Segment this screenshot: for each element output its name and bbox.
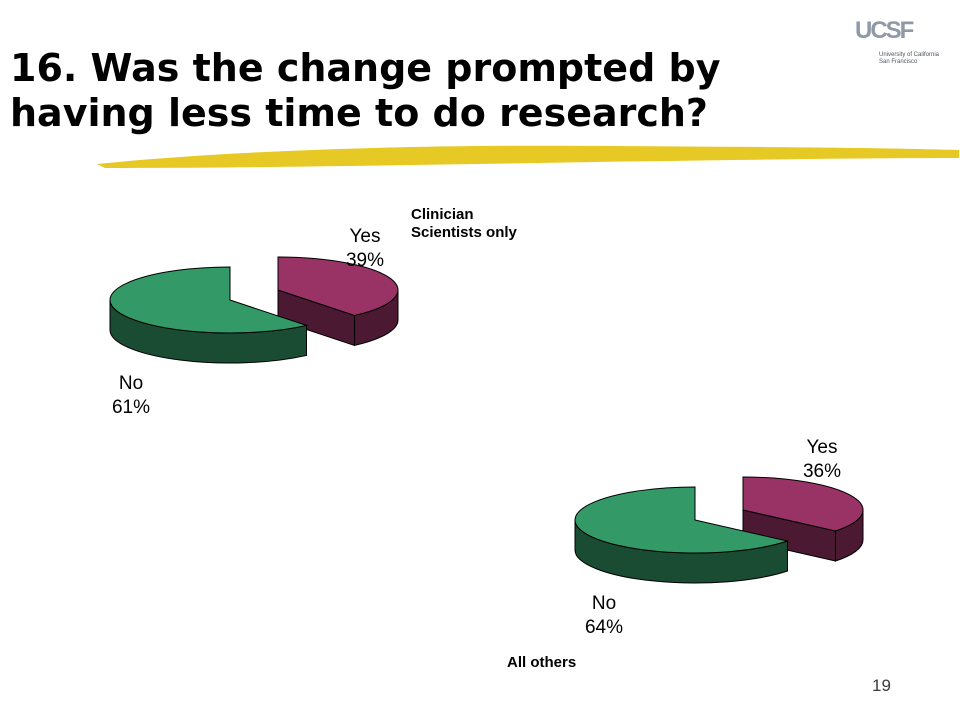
chart-1-note-line-2: Scientists only	[411, 224, 517, 241]
slice-label-no: No	[119, 373, 143, 394]
title-underline-brushstroke	[97, 145, 959, 168]
logo-line-2: San Francisco	[879, 59, 918, 65]
slide-title: 16. Was the change prompted by having le…	[10, 46, 770, 136]
logo-line-1: University of California	[879, 52, 940, 58]
pie-slice-top	[742, 476, 864, 532]
slice-value-yes: 39%	[346, 250, 384, 271]
pie-chart-all-others: Yes 36% No 64%	[574, 437, 864, 638]
chart-1-note-line-1: Clinician	[411, 206, 474, 223]
pie-chart-clinician-scientists: Yes 39% No 61%	[109, 226, 399, 418]
pie-slice-no	[109, 266, 309, 364]
logo-mark: UCSF	[855, 17, 914, 44]
title-line-2: having less time to do research?	[10, 91, 708, 135]
slice-label-yes: Yes	[807, 437, 838, 458]
slice-value-no: 64%	[585, 617, 623, 638]
slice-value-yes: 36%	[803, 461, 841, 482]
title-line-1: 16. Was the change prompted by	[10, 46, 721, 90]
pie-slice-no	[574, 486, 790, 584]
slice-label-no: No	[592, 593, 616, 614]
pie-slice-yes	[277, 256, 399, 347]
slice-value-no: 61%	[112, 397, 150, 418]
ucsf-logo: UCSF University of California San Franci…	[855, 18, 955, 70]
chart-2-note: All others	[507, 654, 577, 671]
pie-slice-top	[109, 266, 309, 334]
brushstroke-shape	[97, 145, 959, 168]
pie-slice-top	[277, 256, 399, 316]
chart-1-note: Clinician Scientists only	[411, 206, 517, 242]
page-number: 19	[872, 676, 891, 695]
pie-slice-top	[574, 486, 790, 554]
pie-slice-yes	[742, 476, 864, 562]
slice-label-yes: Yes	[350, 226, 381, 247]
